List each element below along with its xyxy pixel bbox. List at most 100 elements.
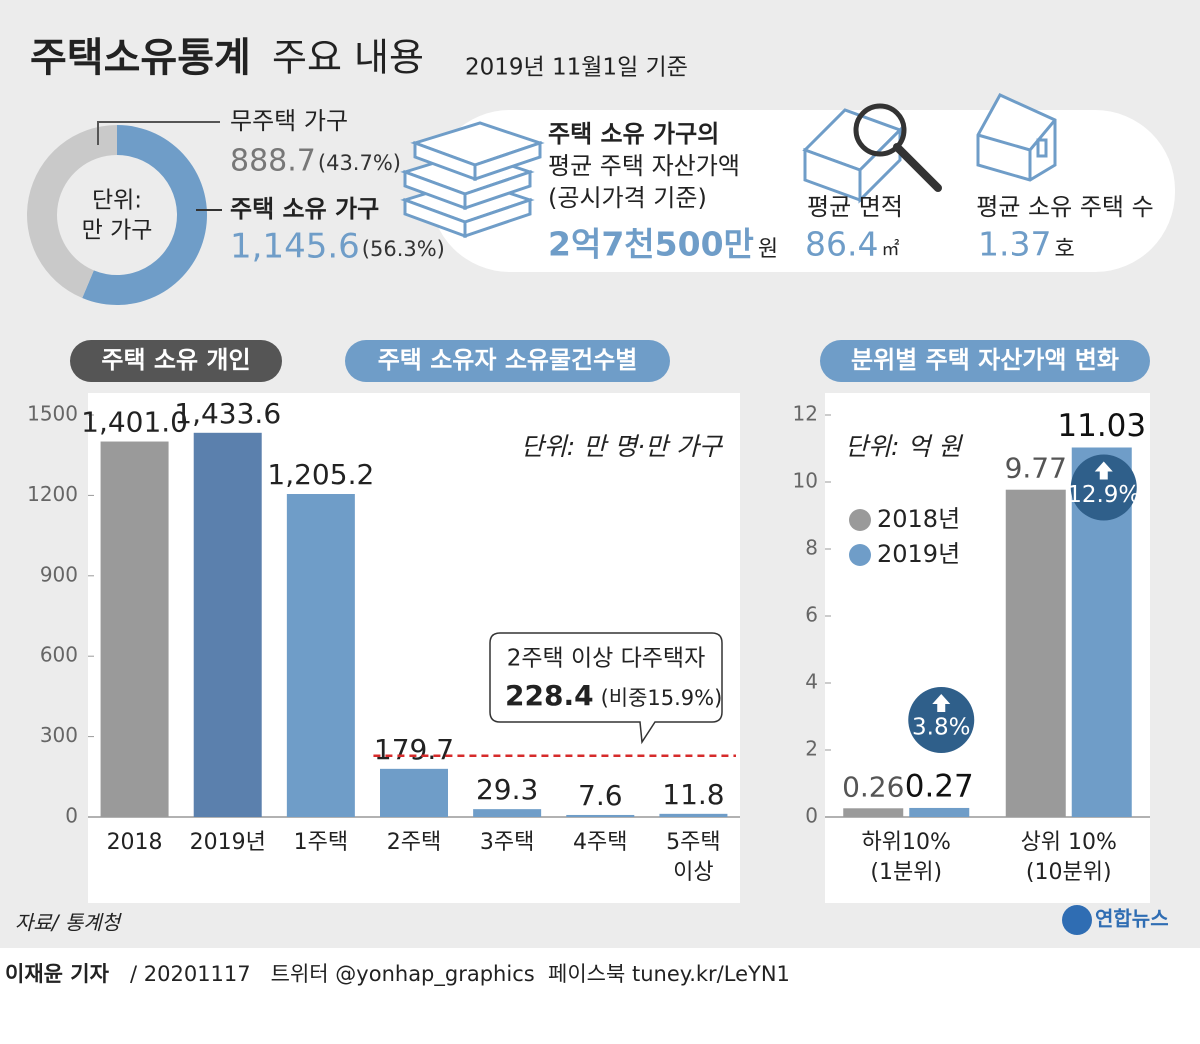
change-arrow [932, 693, 951, 712]
callout-title: 2주택 이상 다주택자 [507, 646, 706, 672]
x-tick-label: 5주택 이상 [666, 830, 721, 885]
y-tick-label: 300 [40, 723, 78, 747]
bar-value-label: 11.8 [662, 778, 724, 811]
y-tick-label: 900 [40, 562, 78, 586]
donut-center-label: 만 가구 [82, 218, 153, 244]
money-icon [400, 121, 545, 239]
bar-value-label: 9.77 [1005, 452, 1067, 485]
y-tick-label: 12 [793, 402, 818, 426]
section-title: 주택 소유자 소유물건수별 [378, 346, 638, 374]
legend-swatch [849, 509, 871, 531]
x-tick-label: 2019년 [189, 830, 266, 855]
change-label: 3.8% [912, 714, 970, 740]
unit-label: 단위: 억 원 [845, 432, 963, 461]
bar-value-label: 1,433.6 [174, 397, 281, 430]
leader-line [97, 121, 220, 145]
change-label: 12.9% [1067, 482, 1140, 508]
callout [489, 632, 723, 745]
asset-line: 평균 주택 자산가액 [548, 152, 740, 180]
bar-value-label: 29.3 [476, 773, 538, 806]
unit-label: 단위: 만 명·만 가구 [521, 432, 724, 461]
share-label: (43.7%) [318, 151, 401, 175]
x-tick-label: 4주택 [573, 830, 628, 855]
asset-line: 주택 소유 가구의 [548, 120, 719, 148]
x-tick-label: 하위10% (1분위) [861, 830, 951, 885]
area-value: 86.4 [805, 225, 878, 264]
asset-value: 2억7천500만 [548, 225, 754, 264]
legend-label: 2019년 [877, 540, 960, 568]
y-tick-label: 1200 [27, 482, 78, 506]
section-title: 분위별 주택 자산가액 변화 [851, 346, 1119, 374]
house-icon [976, 93, 1057, 182]
callout-value: 228.4 [505, 679, 594, 712]
x-tick-label: 2주택 [386, 830, 442, 855]
legend-label: 2018년 [877, 505, 960, 533]
y-tick-label: 4 [805, 670, 818, 694]
logo-mark [1062, 905, 1092, 935]
reporter: 이재윤 기자 [5, 962, 110, 986]
area-label: 평균 면적 [807, 193, 903, 221]
section-pill [345, 340, 670, 382]
legend-swatch [849, 544, 871, 566]
bar [380, 768, 448, 817]
area-unit: ㎡ [881, 238, 899, 260]
x-tick-label: 3주택 [479, 830, 535, 855]
y-tick-label: 600 [40, 643, 78, 667]
change-badge [1070, 454, 1137, 521]
logo: 연합뉴스 [1095, 907, 1169, 931]
bar-value-label: 1,205.2 [267, 458, 374, 491]
bar [286, 494, 355, 817]
y-tick-label: 1500 [27, 402, 78, 426]
value-label: 1,145.6 [230, 227, 360, 267]
bar-value-label: 0.26 [842, 770, 904, 803]
magnifier-handle [893, 143, 942, 192]
count-value: 1.37 [978, 225, 1051, 264]
donut-slice [82, 125, 207, 305]
value-label: 888.7 [230, 144, 316, 179]
bar-value-label: 179.7 [374, 733, 454, 766]
magnifier [853, 103, 907, 157]
change-arrow [1094, 461, 1113, 480]
footer-text: / 20201117 트위터 @yonhap_graphics 페이스북 tun… [130, 962, 790, 987]
asset-line: (공시가격 기준) [548, 184, 707, 212]
legend-label: 주택 소유 가구 [230, 195, 379, 223]
asset-unit: 원 [758, 237, 778, 262]
change-badge [908, 686, 975, 753]
callout-share: (비중15.9%) [601, 686, 723, 710]
date: 2019년 11월1일 기준 [465, 55, 688, 81]
bar [659, 813, 728, 817]
bar [909, 807, 970, 817]
bar [100, 441, 169, 817]
bar [843, 808, 904, 817]
title: 주택소유통계 [30, 35, 251, 81]
bar-value-label: 7.6 [578, 779, 623, 812]
y-tick-label: 8 [805, 536, 818, 560]
legend-label: 무주택 가구 [230, 107, 348, 135]
source: 자료/ 통계청 [15, 911, 123, 935]
y-tick-label: 0 [805, 804, 818, 828]
section-pill [820, 340, 1150, 382]
section-title: 주택 소유 개인 [101, 346, 250, 374]
bar-value-label: 1,401.0 [81, 406, 188, 439]
section-pill [70, 340, 282, 382]
bar [1005, 489, 1066, 817]
count-label: 평균 소유 주택 수 [976, 193, 1153, 221]
y-tick-label: 0 [65, 804, 78, 828]
x-tick-label: 2018 [106, 830, 163, 855]
y-tick-label: 6 [805, 603, 818, 627]
y-tick-label: 2 [805, 737, 818, 761]
bar [193, 432, 262, 817]
share-label: (56.3%) [362, 237, 445, 261]
x-tick-label: 1주택 [293, 830, 349, 855]
count-unit: 호 [1054, 237, 1074, 262]
x-tick-label: 상위 10% (10분위) [1020, 830, 1117, 885]
donut-slice [26, 125, 117, 299]
donut-center-label: 단위: [92, 188, 142, 214]
title-rest: 주요 내용 [272, 36, 424, 80]
bar-value-label: 0.27 [905, 768, 974, 804]
bar-value-label: 11.03 [1057, 408, 1146, 444]
bar [566, 814, 635, 817]
bar [473, 809, 542, 817]
